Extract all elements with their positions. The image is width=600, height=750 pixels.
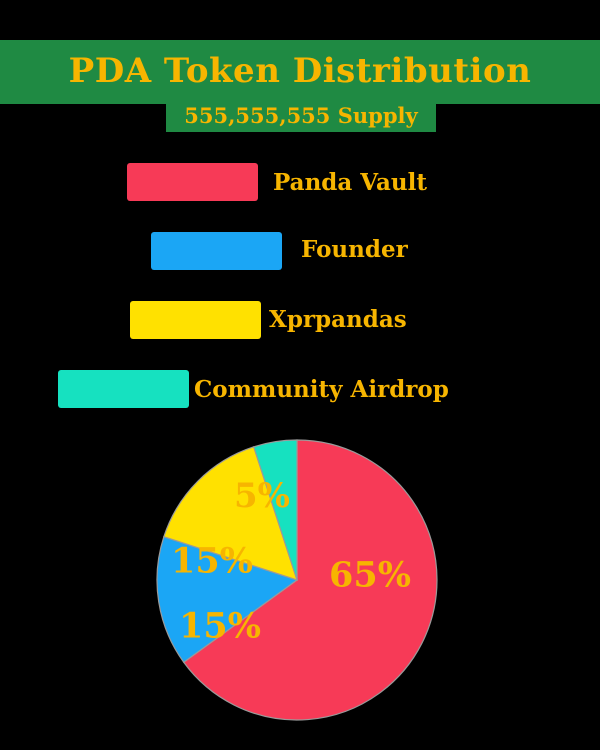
legend-swatch-founder: [151, 232, 282, 270]
legend-label-founder: Founder: [301, 236, 408, 263]
pie-slice-founder: [156, 535, 299, 664]
chart-subtitle: 555,555,555 Supply: [184, 103, 418, 128]
pie-slice-community-airdrop: [252, 439, 298, 581]
legend-label-panda-vault: Panda Vault: [273, 169, 428, 196]
subtitle-banner: [166, 100, 436, 132]
pie-label-panda-vault: 65%: [329, 555, 411, 596]
pie-slice-xprpandas: [163, 446, 298, 581]
title-banner: [0, 40, 600, 104]
pie-label-community-airdrop: 5%: [234, 476, 290, 516]
chart-title: PDA Token Distribution: [68, 51, 532, 91]
pie-label-xprpandas: 15%: [171, 541, 253, 582]
pie-slice-panda-vault: [182, 439, 438, 721]
legend-label-xprpandas: Xprpandas: [269, 306, 407, 333]
pie-label-founder: 15%: [179, 606, 261, 647]
legend-swatch-community-airdrop: [58, 370, 189, 408]
legend-swatch-xprpandas: [130, 301, 261, 339]
legend-swatch-panda-vault: [127, 163, 258, 201]
legend-label-community-airdrop: Community Airdrop: [194, 376, 449, 403]
